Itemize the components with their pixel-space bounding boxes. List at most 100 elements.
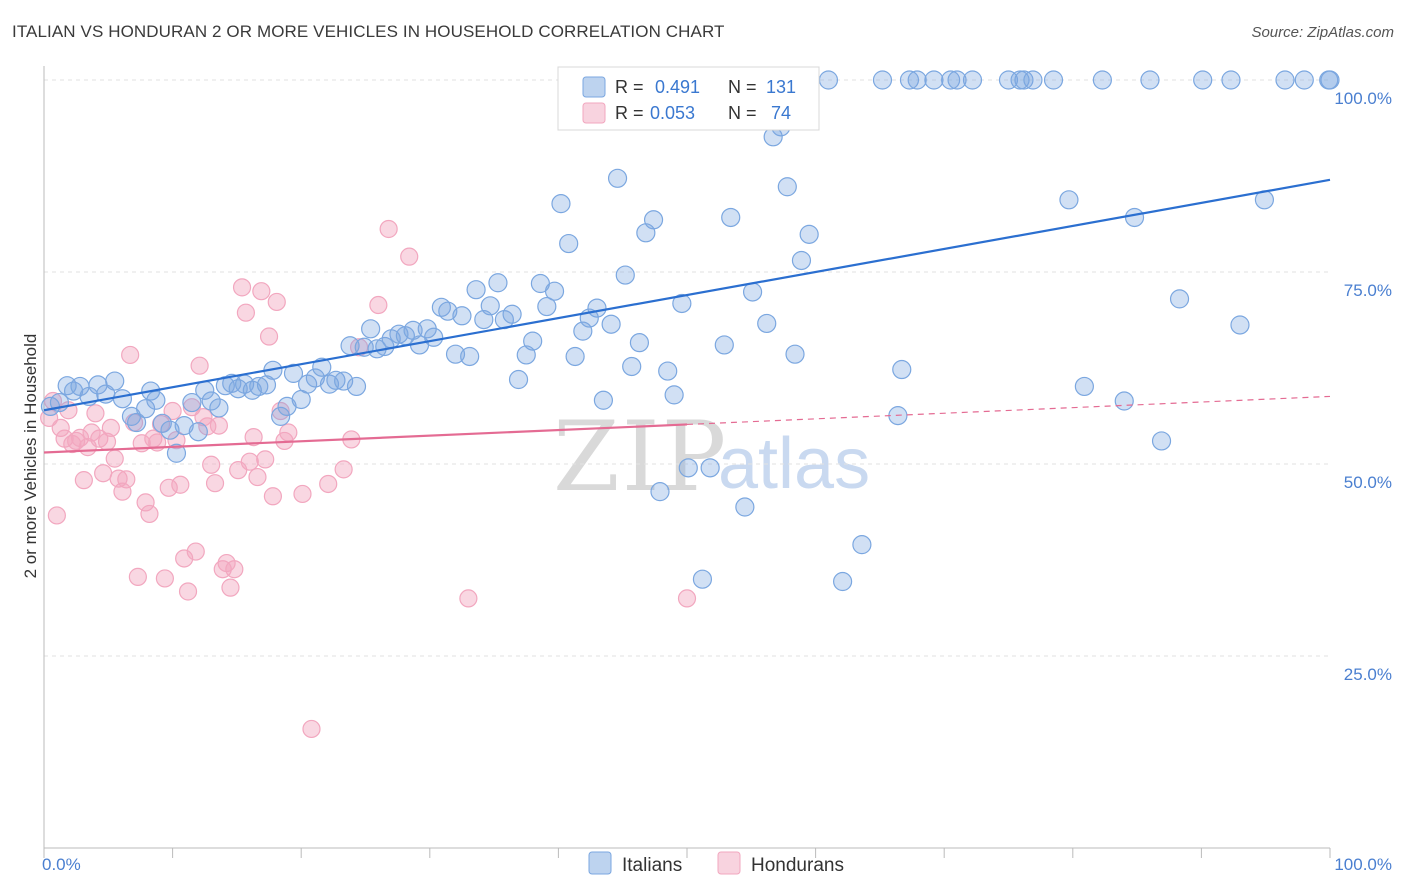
italians-series-swatch (588, 851, 612, 875)
italians-points (40, 70, 1340, 592)
hondurans-point (319, 474, 338, 494)
italians-point (559, 233, 579, 254)
italians-point (188, 422, 208, 442)
italians-point (1092, 70, 1112, 90)
italians-point (941, 70, 961, 90)
italians-point (1124, 207, 1145, 228)
hondurans-point (369, 295, 388, 315)
hondurans-point (256, 450, 275, 469)
hondurans-trend-line (43, 423, 688, 454)
hondurans-point (136, 493, 155, 512)
italians-point (872, 70, 893, 90)
hondurans-point (236, 303, 256, 322)
italians-point (892, 359, 912, 380)
hondurans-point (209, 416, 228, 435)
x-tick-labels: 0.0% 100.0% (42, 855, 1392, 874)
italians-point (1320, 70, 1340, 90)
italians-point (650, 482, 670, 502)
italians-point (1023, 70, 1043, 90)
italians-point (488, 273, 508, 293)
hondurans-r-label: R = (615, 103, 644, 123)
hondurans-point (155, 569, 174, 588)
series-legend: Italians Hondurans (588, 851, 844, 876)
italians-point (692, 569, 713, 589)
hondurans-point (74, 471, 93, 490)
hondurans-point (86, 404, 105, 423)
italians-point (757, 313, 777, 334)
italians-point (1043, 70, 1064, 90)
hondurans-point (175, 549, 194, 568)
italians-point (160, 420, 180, 440)
hondurans-point (221, 578, 240, 597)
hondurans-legend-swatch (582, 102, 606, 124)
hondurans-point (70, 428, 90, 447)
y-tick-labels: 25.0% 50.0% 75.0% 100.0% (1334, 89, 1392, 684)
italians-point (1193, 70, 1213, 90)
hondurans-point (302, 719, 321, 739)
hondurans-point (140, 504, 159, 524)
italians-point (1294, 70, 1314, 90)
italians-point (658, 361, 678, 381)
italians-point (587, 298, 607, 318)
hondurans-point (167, 431, 186, 450)
italians-point (146, 390, 166, 410)
hondurans-point (105, 449, 124, 468)
hondurans-point (259, 327, 279, 346)
italians-point (1275, 70, 1295, 90)
italians-point (700, 458, 720, 478)
hondurans-point (248, 467, 267, 487)
y-axis-label: 2 or more Vehicles in Household (21, 334, 40, 579)
italians-point (112, 389, 133, 409)
hondurans-point (225, 560, 244, 579)
italians-point (361, 319, 381, 339)
italians-point (537, 296, 557, 317)
italians-point (962, 70, 983, 90)
watermark: ZIP atlas (553, 401, 870, 513)
italians-point (152, 413, 172, 433)
italians-point (777, 177, 797, 197)
italians-point (1059, 190, 1079, 210)
y-tick-label: 50.0% (1344, 473, 1392, 492)
hondurans-point (293, 484, 312, 504)
italians-point (346, 376, 367, 397)
italians-point (466, 280, 486, 300)
y-tick-label: 100.0% (1334, 89, 1392, 108)
y-tick-label: 25.0% (1344, 665, 1392, 684)
x-tick-label: 0.0% (42, 855, 81, 874)
italians-point (601, 314, 621, 334)
hondurans-point (263, 487, 283, 506)
axes (43, 66, 1331, 858)
italians-point (678, 458, 698, 478)
hondurans-point (128, 567, 147, 586)
hondurans-point (94, 464, 113, 483)
hondurans-point (202, 455, 221, 474)
italians-point (105, 371, 125, 391)
italians-point (126, 412, 147, 433)
italians-point (438, 301, 458, 321)
hondurans-point (334, 460, 353, 479)
italians-point (452, 306, 472, 326)
source-credit: Source: ZipAtlas.com (1251, 24, 1394, 41)
hondurans-n-label: N = (728, 103, 757, 123)
hondurans-point (47, 506, 66, 525)
italians-r-value: 0.491 (655, 77, 700, 97)
italians-point (166, 443, 187, 463)
hondurans-point (101, 418, 120, 438)
hondurans-r-value: 0.053 (650, 103, 695, 123)
italians-legend-swatch (582, 76, 606, 98)
hondurans-point (267, 292, 286, 312)
italians-point (523, 331, 543, 351)
italians-point (714, 335, 734, 355)
watermark-zip: ZIP (553, 401, 728, 513)
italians-point (1114, 391, 1134, 411)
italians-point (924, 70, 944, 90)
hondurans-trend-extension (686, 395, 1331, 426)
y-tick-label: 75.0% (1344, 281, 1392, 300)
hondurans-series-label: Hondurans (751, 855, 844, 876)
hondurans-point (279, 423, 298, 442)
hondurans-point (205, 474, 225, 493)
italians-point (551, 194, 571, 214)
italians-point (852, 535, 872, 555)
trend-lines (43, 178, 1331, 454)
